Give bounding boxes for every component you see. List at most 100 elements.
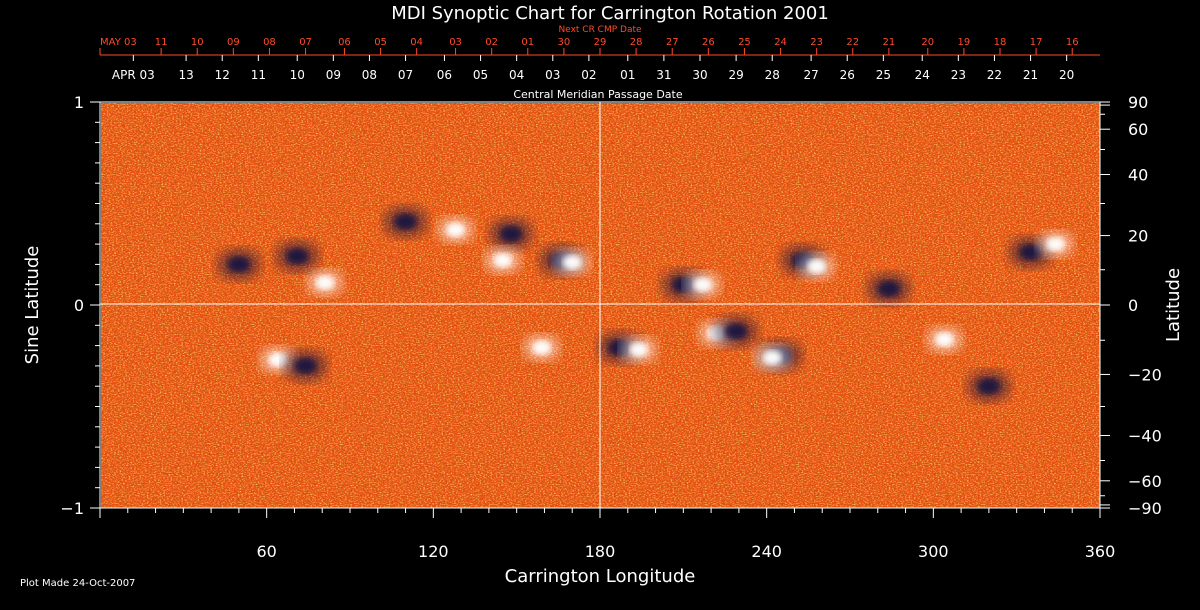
cmp-tick-label: 09 (326, 68, 341, 82)
negative-region-core (1019, 244, 1042, 261)
x-tick-label: 180 (585, 542, 616, 561)
negative-region-core (294, 357, 317, 374)
cmp-tick-label: 02 (581, 68, 596, 82)
next-cmp-tick-label: 17 (1030, 37, 1043, 48)
cmp-tick-label: 12 (215, 68, 230, 82)
next-cmp-tick-label: 04 (410, 37, 423, 48)
negative-region-core (725, 323, 748, 340)
x-tick-label: 60 (256, 542, 276, 561)
y-left-tick-label: 0 (74, 296, 84, 315)
negative-region-core (227, 256, 250, 273)
cmp-tick-label: 26 (840, 68, 855, 82)
next-cmp-tick-label: 28 (630, 37, 643, 48)
x-tick-label: 360 (1085, 542, 1116, 561)
next-cmp-tick-label: 10 (191, 37, 204, 48)
y-axis-label-right: Latitude (1163, 268, 1184, 342)
next-cmp-tick-label: 20 (921, 37, 934, 48)
y-left-tick-label: −1 (60, 499, 84, 518)
cmp-tick-label: 04 (509, 68, 524, 82)
cmp-tick-label: 24 (915, 68, 930, 82)
cmp-tick-label: 30 (692, 68, 707, 82)
next-cmp-tick-label: 16 (1066, 37, 1079, 48)
cmp-tick-label: 10 (290, 68, 305, 82)
y-right-tick-label: 60 (1128, 120, 1148, 139)
y-axis-label-left: Sine Latitude (22, 246, 43, 365)
cmp-tick-label: 01 (620, 68, 635, 82)
y-axis-left: 1 0 −1 (60, 93, 100, 518)
y-right-tick-label: −60 (1128, 472, 1162, 491)
cmp-axis-label: Central Meridian Passage Date (513, 88, 682, 101)
negative-region-core (500, 225, 523, 242)
x-tick-label: 120 (418, 542, 449, 561)
positive-region-core (629, 342, 648, 357)
cmp-tick-label: 07 (398, 68, 413, 82)
cmp-tick-label: 11 (251, 68, 266, 82)
positive-region-core (763, 350, 782, 365)
positive-region-core (935, 332, 954, 347)
negative-region-core (977, 378, 1000, 395)
next-cmp-tick-label: 21 (883, 37, 896, 48)
negative-region-core (877, 280, 900, 297)
active-regions (216, 205, 1074, 403)
x-tick-label: 240 (751, 542, 782, 561)
cmp-tick-label: 27 (803, 68, 818, 82)
next-cmp-tick-label: 11 (155, 37, 168, 48)
x-axis-label: Carrington Longitude (505, 566, 696, 587)
positive-region-core (316, 275, 334, 290)
next-cmp-tick-label: 30 (558, 37, 571, 48)
cmp-tick-label: 06 (437, 68, 452, 82)
next-cmp-tick-label: 08 (263, 37, 276, 48)
cmp-tick-label: 03 (545, 68, 560, 82)
next-cmp-tick-label: 19 (958, 37, 971, 48)
negative-region-core (394, 213, 417, 230)
y-right-tick-label: 20 (1128, 227, 1148, 246)
y-right-tick-label: −20 (1128, 365, 1162, 384)
cmp-tick-label: 20 (1059, 68, 1074, 82)
next-cmp-tick-label: 07 (299, 37, 312, 48)
cmp-tick-label: 05 (473, 68, 488, 82)
next-cmp-tick-label: 23 (810, 37, 823, 48)
cmp-tick-label: 13 (178, 68, 193, 82)
y-right-tick-label: −40 (1128, 426, 1162, 445)
y-right-tick-label: 0 (1128, 296, 1138, 315)
y-right-tick-label: −90 (1128, 499, 1162, 518)
positive-region-core (532, 340, 551, 355)
cmp-tick-label: 25 (876, 68, 891, 82)
cmp-tick-label: 28 (765, 68, 780, 82)
cmp-tick-label: 08 (362, 68, 377, 82)
next-cmp-tick-label: 29 (594, 37, 607, 48)
y-axis-right: 90 60 40 20 0 −20 −40 −60 −90 (1100, 93, 1162, 518)
next-cmp-tick-label: 05 (374, 37, 387, 48)
positive-region-core (268, 352, 287, 367)
next-cmp-tick-label: 27 (666, 37, 679, 48)
next-cmp-tick-label: 24 (774, 37, 787, 48)
y-right-tick-label: 90 (1128, 93, 1148, 112)
next-cmp-tick-label: 01 (521, 37, 534, 48)
next-cmp-label: Next CR CMP Date (558, 25, 642, 35)
cmp-tick-label: 23 (951, 68, 966, 82)
x-axis: 60 120 180 240 300 360 (99, 508, 1116, 561)
plot-made-note: Plot Made 24-Oct-2007 (20, 578, 136, 589)
positive-region-core (807, 259, 826, 274)
cmp-tick-label: 21 (1023, 68, 1038, 82)
cmp-tick-label: 29 (728, 68, 743, 82)
next-cmp-tick-label: 06 (338, 37, 351, 48)
next-cmp-tick-label: 18 (994, 37, 1007, 48)
cmp-axis: APR 03 13 12 11 10 09 08 07 06 05 04 03 02 01 31 30 29 28… (112, 55, 1074, 82)
chart-title: MDI Synoptic Chart for Carrington Rotati… (391, 3, 829, 24)
next-cmp-axis: MAY 03 11 10 09 08 07 06 05 04 03 02 01 30 29 28 27 26 25… (99, 37, 1100, 56)
positive-region-core (1046, 237, 1065, 252)
negative-region-core (286, 248, 309, 265)
cmp-tick-label: APR 03 (112, 68, 155, 82)
positive-region-core (693, 277, 712, 292)
next-cmp-tick-label: 26 (702, 37, 715, 48)
next-cmp-tick-label: 02 (485, 37, 498, 48)
cmp-tick-label: 31 (656, 68, 671, 82)
y-left-tick-label: 1 (74, 93, 84, 112)
x-tick-label: 300 (918, 542, 949, 561)
next-cmp-tick-label: 09 (227, 37, 240, 48)
next-cmp-tick-label: 25 (738, 37, 751, 48)
next-cmp-tick-label: MAY 03 (100, 37, 137, 48)
positive-region-core (493, 253, 512, 268)
